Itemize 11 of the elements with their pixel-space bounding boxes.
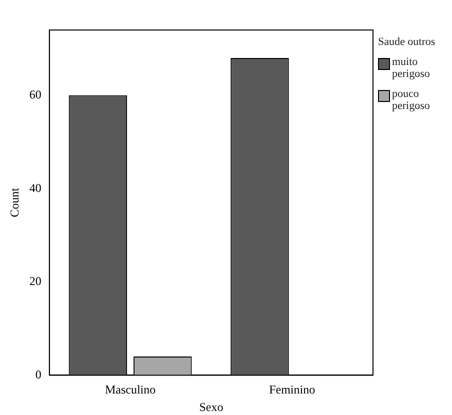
x-tick-label: Masculino xyxy=(104,382,156,397)
y-tick-label: 60 xyxy=(29,87,42,102)
y-tick-label: 40 xyxy=(29,180,42,195)
legend-title: Saude outros xyxy=(378,36,436,48)
x-tick-label: Feminino xyxy=(269,382,316,397)
legend-label: muito perigoso xyxy=(392,56,431,80)
x-axis-title: Sexo xyxy=(199,400,224,414)
y-axis-title: Count xyxy=(7,187,22,218)
y-tick-label: 0 xyxy=(35,367,42,382)
legend-label: pouco perigoso xyxy=(392,88,431,112)
y-tick-label: 20 xyxy=(29,274,42,288)
